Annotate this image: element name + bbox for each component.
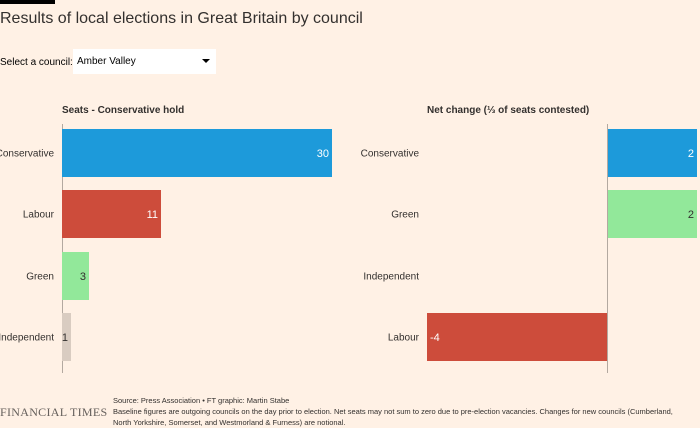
seats-value-conservative: 30 xyxy=(317,148,329,160)
net-change-label-conservative: Conservative xyxy=(361,149,420,160)
page-title: Results of local elections in Great Brit… xyxy=(0,10,363,27)
seats-value-independent: 1 xyxy=(62,332,68,344)
council-select-value: Amber Valley xyxy=(77,56,136,67)
source-line: Source: Press Association • FT graphic: … xyxy=(113,396,290,405)
brand-rule xyxy=(0,0,55,4)
net-change-value-green: 2 xyxy=(688,209,694,221)
seats-value-green: 3 xyxy=(80,271,86,283)
caret-down-icon xyxy=(202,59,210,63)
seats-label-conservative: Conservative xyxy=(0,149,54,160)
net-change-label-green: Green xyxy=(391,210,419,221)
seats-label-independent: Independent xyxy=(0,333,54,344)
net-change-label-labour: Labour xyxy=(388,333,420,344)
seats-bar-conservative xyxy=(62,129,332,177)
net-change-bar-labour xyxy=(427,313,607,361)
seats-bar-green xyxy=(62,252,89,300)
net-change-chart-title: Net change (⅓ of seats contested) xyxy=(427,105,589,116)
seats-bar-independent xyxy=(62,313,71,361)
seats-chart-title: Seats - Conservative hold xyxy=(62,105,184,116)
council-select[interactable]: Amber Valley xyxy=(73,49,216,74)
net-change-bar-green xyxy=(607,190,697,238)
council-select-label: Select a council: xyxy=(0,57,73,68)
net-change-bar-conservative xyxy=(607,129,697,177)
seats-value-labour: 11 xyxy=(147,209,158,221)
ft-logo: FINANCIAL TIMES xyxy=(0,405,108,419)
net-change-value-labour: -4 xyxy=(430,332,440,344)
seats-bar-labour xyxy=(62,190,161,238)
net-change-label-independent: Independent xyxy=(363,272,419,283)
seats-label-labour: Labour xyxy=(23,210,55,221)
note-line: Baseline figures are outgoing councils o… xyxy=(113,407,673,427)
chart-footnote: Source: Press Association • FT graphic: … xyxy=(113,395,693,428)
seats-label-green: Green xyxy=(26,272,54,283)
net-change-value-conservative: 2 xyxy=(688,148,694,160)
